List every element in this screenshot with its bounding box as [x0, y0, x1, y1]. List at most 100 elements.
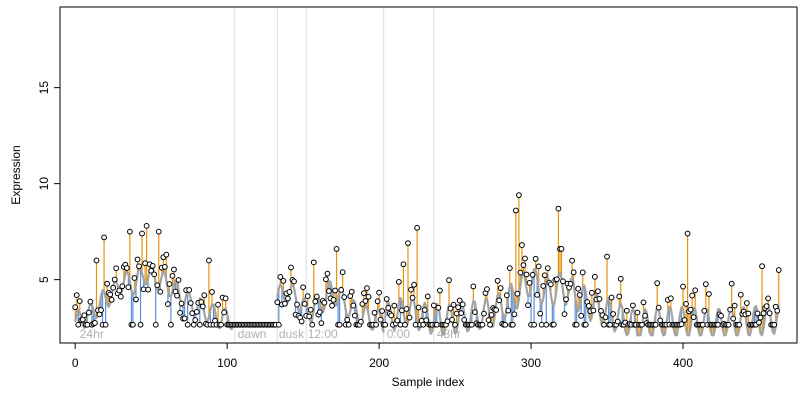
data-point: [350, 302, 357, 309]
y-axis-label: Expression: [9, 145, 23, 204]
data-point: [277, 274, 284, 280]
data-point: [186, 287, 193, 293]
data-point: [424, 293, 431, 300]
data-point: [569, 257, 576, 264]
data-point: [458, 310, 465, 317]
data-point: [323, 276, 329, 283]
data-point: [116, 287, 123, 294]
data-point: [421, 307, 428, 313]
data-point: [573, 321, 580, 328]
data-point: [136, 263, 142, 270]
data-point: [534, 291, 541, 298]
data-point: [294, 301, 300, 308]
data-point: [481, 310, 487, 317]
data-point: [139, 230, 145, 237]
data-point: [155, 228, 162, 235]
data-point: [382, 321, 389, 328]
data-point: [563, 296, 569, 303]
data-point: [541, 272, 548, 279]
data-point: [281, 300, 288, 307]
data-point: [119, 283, 126, 290]
data-point: [414, 224, 421, 231]
data-point: [123, 265, 130, 271]
data-point: [312, 298, 319, 305]
data-point: [93, 257, 100, 264]
data-point: [423, 317, 430, 324]
data-point: [516, 192, 522, 199]
data-point: [75, 321, 82, 328]
data-point: [408, 286, 414, 293]
data-point: [164, 301, 171, 307]
data-point: [221, 309, 228, 316]
data-point: [313, 293, 320, 300]
data-point: [149, 263, 156, 269]
data-point: [184, 321, 191, 328]
data-point: [196, 321, 203, 328]
data-point: [575, 285, 582, 292]
data-point: [199, 303, 206, 310]
x-axis: 0 100 200 300 400: [72, 342, 693, 370]
data-point: [523, 271, 530, 278]
data-point: [544, 265, 551, 272]
data-point: [385, 305, 392, 311]
data-point: [117, 293, 124, 300]
data-point: [754, 310, 761, 317]
annotation-label: 0:00: [387, 327, 411, 341]
data-point: [452, 321, 458, 328]
data-point: [306, 313, 313, 320]
data-point: [449, 316, 455, 323]
data-point: [336, 321, 343, 328]
data-point: [595, 288, 601, 295]
x-tick-label: 0: [72, 356, 79, 370]
data-point: [522, 255, 528, 262]
data-point: [582, 321, 589, 328]
data-point: [280, 278, 287, 284]
data-point: [502, 321, 509, 328]
data-point: [371, 309, 378, 316]
data-point: [617, 275, 624, 282]
data-point: [532, 255, 539, 262]
data-point: [307, 306, 314, 313]
data-point: [681, 317, 688, 323]
data-point: [357, 318, 364, 325]
data-point: [391, 302, 398, 309]
data-point: [684, 230, 691, 237]
data-point: [667, 295, 674, 302]
data-point: [175, 277, 182, 283]
data-point: [588, 289, 595, 296]
data-point: [111, 276, 118, 283]
data-point: [519, 242, 525, 248]
data-point: [218, 321, 224, 328]
data-point: [379, 308, 386, 314]
data-point: [453, 310, 460, 317]
data-point: [547, 281, 554, 288]
data-point: [403, 306, 410, 312]
data-point: [537, 310, 544, 317]
data-point: [166, 281, 173, 287]
data-point: [409, 294, 416, 301]
data-point: [558, 246, 565, 252]
data-point: [505, 307, 512, 314]
data-point: [344, 316, 351, 323]
data-point: [193, 309, 200, 315]
data-point: [291, 278, 297, 285]
data-point: [737, 291, 744, 298]
data-point: [377, 316, 384, 323]
data-point: [503, 292, 510, 299]
data-point: [430, 302, 437, 309]
data-point: [520, 262, 527, 269]
data-point: [591, 273, 598, 280]
data-point: [459, 301, 466, 308]
data-point: [400, 261, 407, 268]
data-point: [209, 289, 215, 295]
data-point: [484, 286, 490, 293]
x-axis-label: Sample index: [392, 375, 465, 389]
data-point: [351, 312, 358, 319]
data-point: [763, 303, 770, 310]
annotation-label: dusk: [279, 327, 305, 341]
data-point: [743, 300, 750, 306]
data-point: [485, 317, 492, 324]
data-point: [87, 298, 94, 305]
data-point: [652, 321, 659, 328]
data-point: [725, 321, 732, 328]
